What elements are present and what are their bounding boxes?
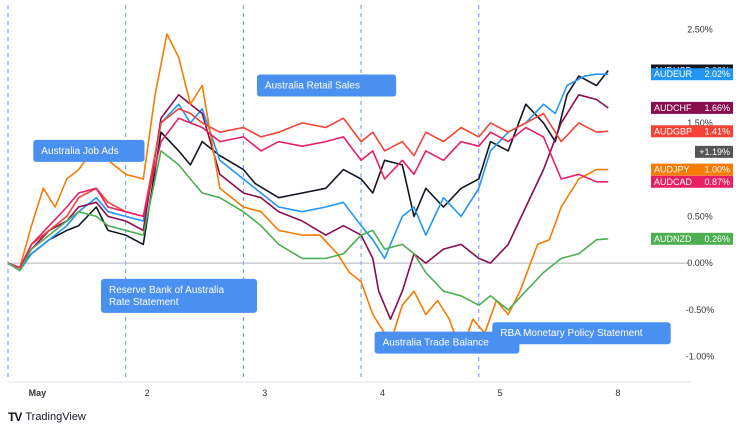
badge-value-box — [695, 232, 733, 245]
badge-name-box — [651, 175, 695, 188]
annotation-text: Australia Retail Sales — [265, 80, 360, 91]
badge-name: AUDGBP — [654, 126, 692, 136]
badge-audeur: AUDEUR 2.02% — [651, 68, 733, 81]
y-tick-label: 2.50% — [687, 24, 713, 34]
badge-name-box — [651, 101, 695, 114]
x-tick-label: 8 — [615, 388, 620, 398]
series-line-audnzd[interactable] — [7, 150, 609, 311]
y-tick-label: 0.00% — [687, 258, 713, 268]
badge-value: 1.00% — [704, 165, 730, 175]
annotation-box — [101, 278, 257, 313]
x-tick-label: May — [29, 388, 47, 398]
y-tick-label: 1.50% — [687, 118, 713, 128]
annotation-callout-4: RBA Monetary Policy Statement — [492, 322, 671, 345]
badge-value-box — [695, 101, 733, 114]
series-line-audeur[interactable] — [7, 73, 609, 272]
badge-name-box — [651, 232, 695, 245]
tradingview-brand[interactable]: TV TradingView — [8, 410, 86, 424]
badge-name-box — [651, 125, 695, 138]
badge-value-box — [695, 68, 733, 81]
badge-audjpy: AUDJPY 1.00% — [651, 163, 733, 176]
series-line-audcad[interactable] — [7, 117, 609, 269]
badge-value: 1.66% — [704, 103, 730, 113]
annotation-callout-3: Australia Trade Balance — [374, 331, 520, 354]
annotation-box — [492, 322, 671, 345]
annotation-callout-0: Australia Job Ads — [33, 139, 145, 162]
brand-name: TradingView — [25, 411, 86, 423]
badge-value: 0.87% — [704, 177, 730, 187]
badge-extra-value: +1.19% — [699, 147, 730, 157]
badge-extra: +1.19% — [695, 145, 733, 158]
badge-extra-box — [695, 145, 733, 158]
x-tick-label: 2 — [145, 388, 150, 398]
badge-name-box — [651, 163, 695, 176]
y-tick-label: 0.50% — [687, 211, 713, 221]
y-tick-label: -1.00% — [686, 352, 715, 362]
annotation-box — [256, 74, 397, 97]
badge-name: AUDEUR — [654, 69, 693, 79]
annotation-text: Australia Trade Balance — [383, 338, 490, 349]
badge-value: 0.26% — [704, 234, 730, 244]
annotations: Australia Job Ads Reserve Bank of Austral… — [33, 74, 671, 354]
badge-name: AUDNZD — [654, 234, 692, 244]
badge-value-box — [695, 125, 733, 138]
tradingview-logo-icon: TV — [8, 410, 22, 424]
badges: AUDUSD+2.06%AUDEUR2.02%AUDCHF1.66%AUDGBP… — [651, 64, 733, 245]
badge-value: 1.41% — [704, 126, 730, 136]
series-line-audusd[interactable] — [7, 70, 609, 269]
badge-audnzd: AUDNZD 0.26% — [651, 232, 733, 245]
y-tick-label: -0.50% — [686, 305, 715, 315]
badge-value-box — [695, 175, 733, 188]
x-tick-label: 3 — [262, 388, 267, 398]
badge-name: AUDJPY — [654, 165, 690, 175]
annotation-text: Australia Job Ads — [41, 146, 118, 157]
badge-audchf: AUDCHF 1.66% — [651, 101, 733, 114]
annotation-text: RBA Monetary Policy Statement — [500, 328, 643, 339]
badge-value-box — [695, 163, 733, 176]
annotation-box — [33, 139, 145, 162]
y-axis: 2.50% 1.50% 0.50% 0.00% -0.50% -1.00% — [686, 24, 715, 361]
badge-value: 2.02% — [704, 69, 730, 79]
annotation-text: Rate Statement — [109, 297, 179, 308]
x-tick-label: 4 — [380, 388, 385, 398]
badge-audgbp: AUDGBP 1.41% — [651, 125, 733, 138]
annotation-text: Reserve Bank of Australia — [109, 285, 224, 296]
badge-name: AUDCAD — [654, 177, 693, 187]
x-tick-label: 5 — [498, 388, 503, 398]
badge-name: AUDCHF — [654, 103, 692, 113]
badge-audcad: AUDCAD 0.87% — [651, 175, 733, 188]
annotation-box — [374, 331, 520, 354]
badge-name-box — [651, 68, 695, 81]
series-line-audchf[interactable] — [7, 94, 609, 320]
annotation-callout-2: Australia Retail Sales — [256, 74, 397, 97]
x-axis: May 2 3 4 5 8 — [8, 381, 690, 398]
